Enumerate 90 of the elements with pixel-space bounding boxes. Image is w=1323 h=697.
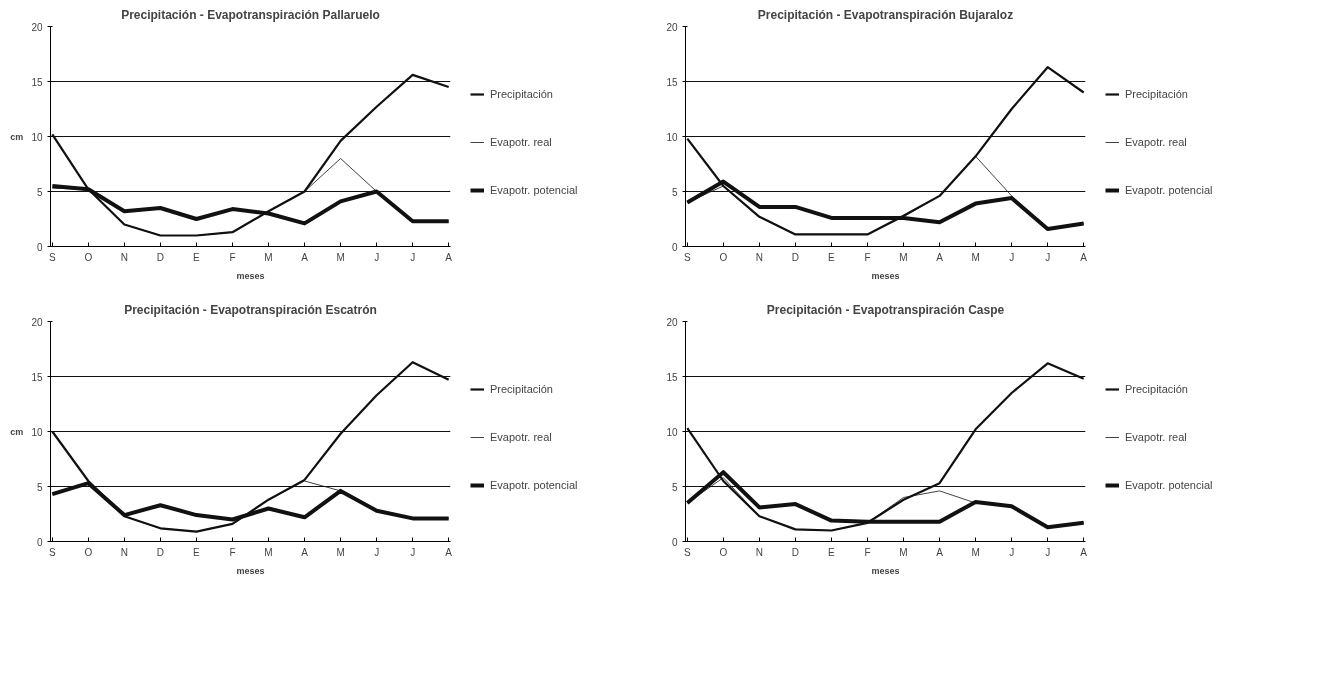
x-tick-label: J: [410, 546, 416, 558]
x-tick-label: D: [156, 546, 165, 558]
x-tick-label: O: [719, 546, 728, 558]
y-tick-label: 0: [671, 536, 678, 548]
x-tick-label: A: [301, 251, 309, 263]
x-tick-label: J: [1009, 546, 1015, 558]
x-tick-label: O: [84, 546, 93, 558]
legend-label: Precipitación: [1125, 88, 1188, 100]
x-tick-label: F: [864, 251, 871, 263]
y-tick-label: 15: [666, 371, 678, 383]
x-tick-label: F: [864, 546, 871, 558]
x-tick-label: M: [336, 546, 345, 558]
y-tick-label: 0: [671, 241, 678, 253]
x-tick-label: M: [336, 251, 345, 263]
x-tick-label: A: [936, 546, 944, 558]
x-tick-label: A: [1080, 546, 1088, 558]
x-tick-label: N: [755, 251, 763, 263]
y-tick-label: 5: [671, 186, 678, 198]
x-tick-label: D: [791, 546, 800, 558]
y-axis-title: cm: [10, 131, 24, 142]
y-tick-label: 15: [31, 76, 43, 88]
x-tick-label: F: [229, 251, 236, 263]
legend-label: Precipitación: [490, 383, 553, 395]
x-tick-label: S: [683, 251, 691, 263]
x-tick-label: N: [120, 251, 128, 263]
x-tick-label: A: [936, 251, 944, 263]
chart-title: Precipitación - Evapotranspiración Escatrón: [124, 302, 377, 317]
y-tick-label: 10: [31, 426, 43, 438]
y-tick-label: 10: [31, 131, 43, 143]
y-tick-label: 10: [666, 426, 678, 438]
x-tick-label: N: [755, 546, 763, 558]
legend-label: Evapotr. potencial: [1125, 184, 1213, 196]
x-tick-label: A: [1080, 251, 1088, 263]
x-tick-label: M: [264, 546, 273, 558]
legend-label: Evapotr. potencial: [1125, 479, 1213, 491]
chart-title: Precipitación - Evapotranspiración Bujaraloz: [757, 7, 1014, 22]
x-tick-label: S: [683, 546, 691, 558]
x-tick-label: S: [48, 546, 56, 558]
x-tick-label: N: [120, 546, 128, 558]
y-tick-label: 5: [36, 186, 43, 198]
x-axis-title: meses: [871, 565, 900, 576]
x-tick-label: E: [193, 546, 201, 558]
legend-label: Precipitación: [1125, 383, 1188, 395]
x-tick-label: A: [445, 251, 453, 263]
y-tick-label: 15: [666, 76, 678, 88]
y-tick-label: 0: [36, 536, 43, 548]
x-tick-label: E: [193, 251, 201, 263]
chart-title: Precipitación - Evapotranspiración Caspe: [766, 302, 1005, 317]
x-tick-label: O: [719, 251, 728, 263]
x-tick-label: D: [791, 251, 800, 263]
x-tick-label: J: [410, 251, 416, 263]
y-tick-label: 15: [31, 371, 43, 383]
legend-label: Evapotr. real: [490, 136, 552, 148]
x-tick-label: F: [229, 546, 236, 558]
x-tick-label: M: [971, 546, 980, 558]
x-tick-label: M: [899, 546, 908, 558]
x-tick-label: E: [828, 251, 836, 263]
x-tick-label: J: [1045, 251, 1051, 263]
x-tick-label: S: [48, 251, 56, 263]
y-axis-title: cm: [10, 426, 24, 437]
x-tick-label: J: [374, 251, 380, 263]
y-tick-label: 0: [36, 241, 43, 253]
y-tick-label: 5: [36, 481, 43, 493]
chart-title: Precipitación - Evapotranspiración Pallaruelo: [121, 7, 380, 22]
x-tick-label: J: [1045, 546, 1051, 558]
x-tick-label: M: [264, 251, 273, 263]
legend-label: Evapotr. real: [490, 431, 552, 443]
legend-label: Evapotr. real: [1125, 431, 1187, 443]
legend-label: Evapotr. potencial: [490, 184, 578, 196]
y-tick-label: 10: [666, 131, 678, 143]
x-tick-label: A: [445, 546, 453, 558]
x-axis-title: meses: [236, 270, 265, 281]
y-tick-label: 20: [31, 316, 43, 328]
x-tick-label: E: [828, 546, 836, 558]
legend-label: Precipitación: [490, 88, 553, 100]
legend-label: Evapotr. potencial: [490, 479, 578, 491]
x-tick-label: D: [156, 251, 165, 263]
x-axis-title: meses: [236, 565, 265, 576]
x-tick-label: A: [301, 546, 309, 558]
legend-label: Evapotr. real: [1125, 136, 1187, 148]
x-tick-label: J: [1009, 251, 1015, 263]
y-tick-label: 20: [31, 21, 43, 33]
y-tick-label: 5: [671, 481, 678, 493]
y-tick-label: 20: [666, 316, 678, 328]
x-tick-label: M: [971, 251, 980, 263]
x-tick-label: O: [84, 251, 93, 263]
x-tick-label: M: [899, 251, 908, 263]
y-tick-label: 20: [666, 21, 678, 33]
x-tick-label: J: [374, 546, 380, 558]
x-axis-title: meses: [871, 270, 900, 281]
